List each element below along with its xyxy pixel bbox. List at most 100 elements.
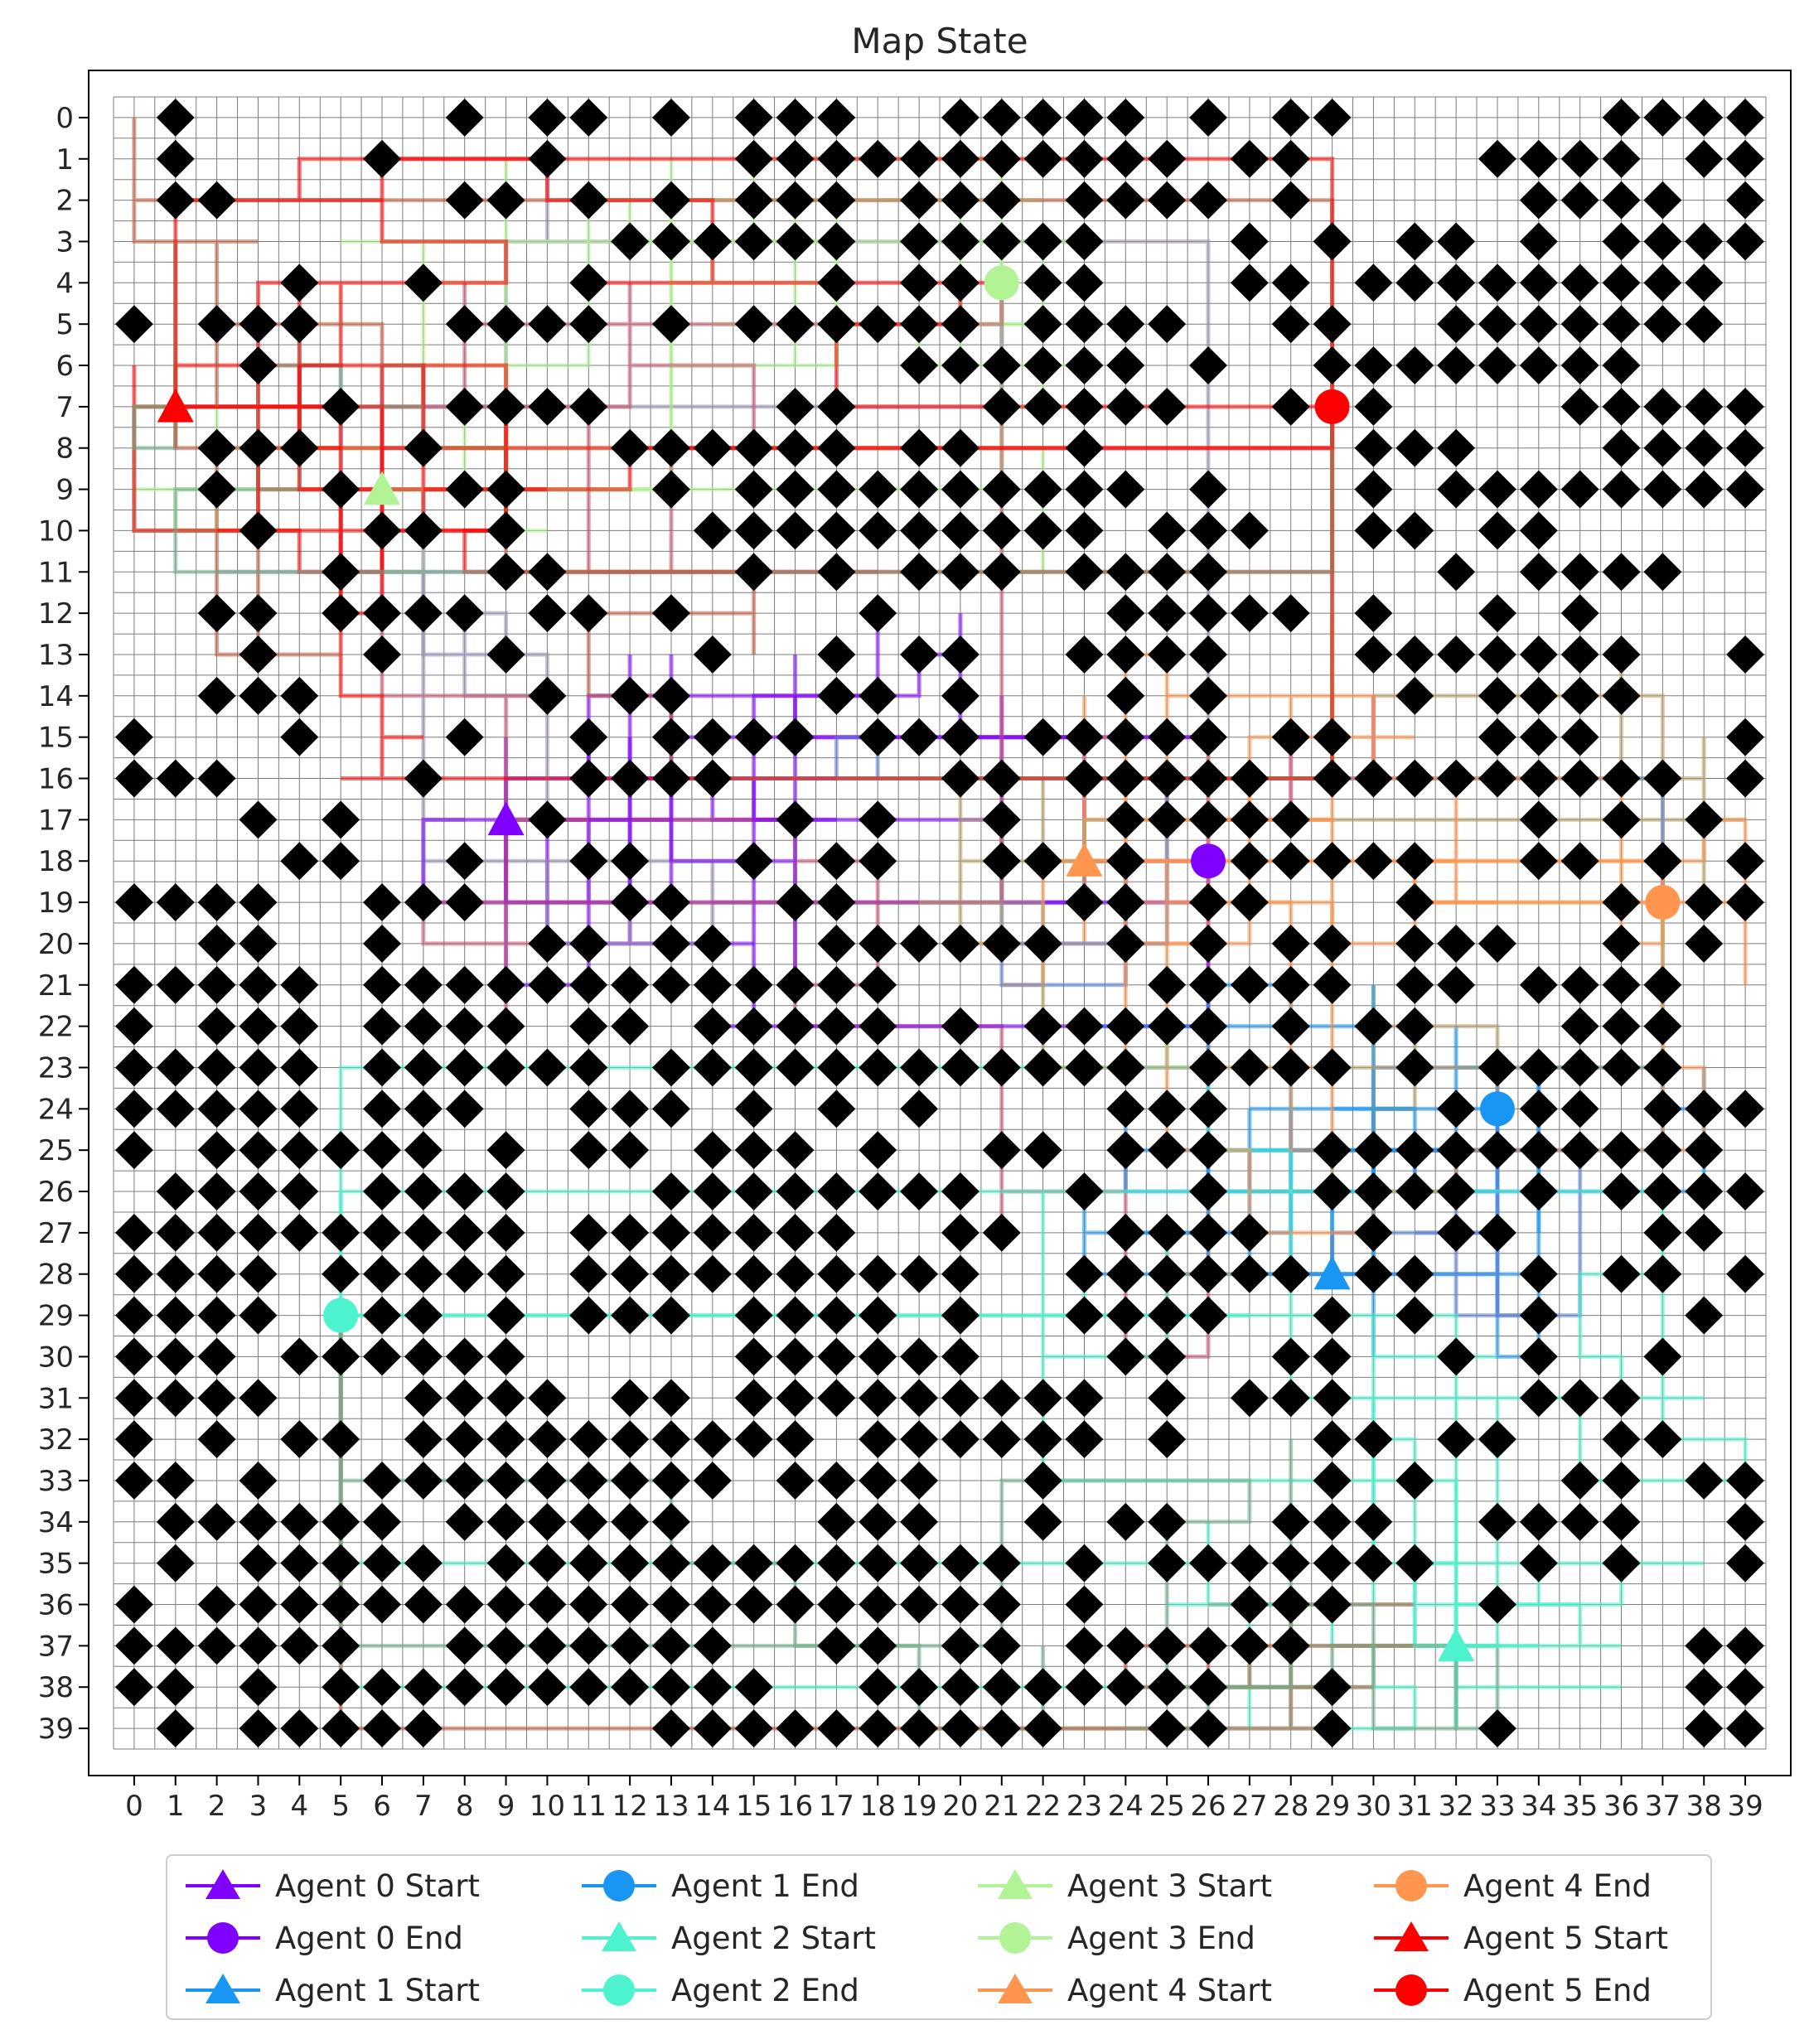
- obstacle-marker: [445, 965, 484, 1004]
- obstacle-marker: [1106, 181, 1145, 220]
- obstacle-marker: [486, 1254, 525, 1293]
- obstacle-marker: [486, 635, 525, 674]
- obstacle-marker: [1271, 718, 1310, 756]
- obstacle-marker: [1519, 305, 1558, 344]
- obstacle-marker: [776, 1379, 815, 1418]
- x-tick-label: 14: [694, 1790, 730, 1823]
- agent-3-start-marker: [364, 471, 401, 505]
- legend-item: Agent 4 End: [1366, 1863, 1652, 1909]
- obstacle-marker: [982, 842, 1021, 881]
- obstacle-marker: [1437, 1172, 1476, 1210]
- obstacle-marker: [1560, 387, 1599, 426]
- obstacle-marker: [1189, 1090, 1227, 1128]
- obstacle-marker: [693, 1668, 732, 1707]
- obstacle-marker: [1271, 1048, 1310, 1087]
- obstacle-marker: [197, 1048, 236, 1087]
- obstacle-marker: [776, 428, 815, 467]
- obstacle-marker: [486, 305, 525, 344]
- obstacle-marker: [322, 1668, 360, 1707]
- agent-2-route: [341, 1313, 1497, 1646]
- obstacle-marker: [1685, 1668, 1724, 1707]
- y-tick-label: 4: [56, 267, 74, 300]
- obstacle-marker: [1189, 1213, 1227, 1252]
- obstacle-marker: [1313, 222, 1352, 261]
- obstacle-marker: [1519, 1379, 1558, 1418]
- x-tick-label: 8: [456, 1790, 474, 1823]
- obstacle-marker: [776, 305, 815, 344]
- obstacle-marker: [1726, 1172, 1765, 1210]
- obstacle-marker: [900, 1585, 939, 1624]
- obstacle-marker: [404, 883, 443, 922]
- obstacle-marker: [1065, 511, 1104, 550]
- obstacle-marker: [1189, 718, 1227, 756]
- legend-label: Agent 0 End: [275, 1920, 463, 1956]
- obstacle-marker: [239, 1296, 278, 1335]
- legend-label: Agent 2 End: [671, 1972, 859, 2008]
- agent-2-end-marker: [323, 1297, 359, 1333]
- obstacle-marker: [1478, 1709, 1516, 1748]
- obstacle-marker: [1354, 759, 1393, 798]
- obstacle-marker: [197, 759, 236, 798]
- obstacle-marker: [239, 1131, 278, 1170]
- obstacle-marker: [859, 1668, 897, 1707]
- y-tick-label: 21: [38, 969, 74, 1003]
- obstacle-marker: [1602, 676, 1641, 715]
- obstacle-marker: [280, 1213, 319, 1252]
- obstacle-marker: [1189, 1668, 1227, 1707]
- obstacle-marker: [569, 1668, 608, 1707]
- obstacle-marker: [1519, 1090, 1558, 1128]
- obstacle-marker: [1065, 139, 1104, 178]
- obstacle-marker: [1313, 965, 1352, 1004]
- obstacle-marker: [1560, 1502, 1599, 1541]
- x-tick-label: 4: [291, 1790, 309, 1823]
- obstacle-marker: [1560, 181, 1599, 220]
- obstacle-marker: [486, 553, 525, 592]
- x-tick-label: 5: [331, 1790, 350, 1823]
- obstacle-marker: [569, 1462, 608, 1500]
- obstacle-marker: [239, 1254, 278, 1293]
- obstacle-marker: [1478, 346, 1516, 384]
- obstacle-marker: [1189, 1626, 1227, 1665]
- obstacle-marker: [1023, 387, 1062, 426]
- obstacle-marker: [114, 1131, 153, 1170]
- obstacle-marker: [114, 718, 153, 756]
- obstacle-marker: [1643, 965, 1682, 1004]
- y-tick-label: 9: [56, 474, 74, 507]
- obstacle-marker: [859, 1296, 897, 1335]
- obstacle-marker: [1437, 222, 1476, 261]
- obstacle-marker: [1106, 1668, 1145, 1707]
- obstacle-marker: [1560, 842, 1599, 881]
- obstacle-marker: [1023, 1131, 1062, 1170]
- obstacle-marker: [1602, 1172, 1641, 1210]
- x-tick-label: 33: [1479, 1790, 1515, 1823]
- obstacle-marker: [239, 1213, 278, 1252]
- obstacle-marker: [156, 1462, 195, 1500]
- obstacle-marker: [900, 346, 939, 384]
- obstacle-marker: [859, 594, 897, 633]
- obstacle-marker: [486, 387, 525, 426]
- obstacle-marker: [1106, 470, 1145, 509]
- obstacle-marker: [817, 305, 856, 344]
- legend-item: Agent 3 Start: [970, 1863, 1272, 1909]
- obstacle-marker: [1189, 1544, 1227, 1583]
- obstacle-marker: [1354, 1213, 1393, 1252]
- obstacle-marker: [859, 1379, 897, 1418]
- obstacle-marker: [1023, 511, 1062, 550]
- obstacle-marker: [1189, 553, 1227, 592]
- obstacle-marker: [1271, 965, 1310, 1004]
- obstacle-marker: [1148, 1296, 1187, 1335]
- obstacle-marker: [693, 1462, 732, 1500]
- legend-triangle-icon: [582, 1921, 656, 1951]
- obstacle-marker: [1602, 387, 1641, 426]
- obstacle-marker: [652, 1213, 690, 1252]
- obstacle-marker: [1023, 1709, 1062, 1748]
- obstacle-marker: [569, 98, 608, 137]
- y-tick-label: 24: [38, 1093, 74, 1126]
- obstacle-marker: [693, 965, 732, 1004]
- obstacle-marker: [859, 1585, 897, 1624]
- obstacle-marker: [528, 1420, 567, 1459]
- obstacle-marker: [611, 1626, 650, 1665]
- obstacle-marker: [1023, 139, 1062, 178]
- agent-5-start-marker: [157, 388, 194, 423]
- obstacle-marker: [1519, 800, 1558, 839]
